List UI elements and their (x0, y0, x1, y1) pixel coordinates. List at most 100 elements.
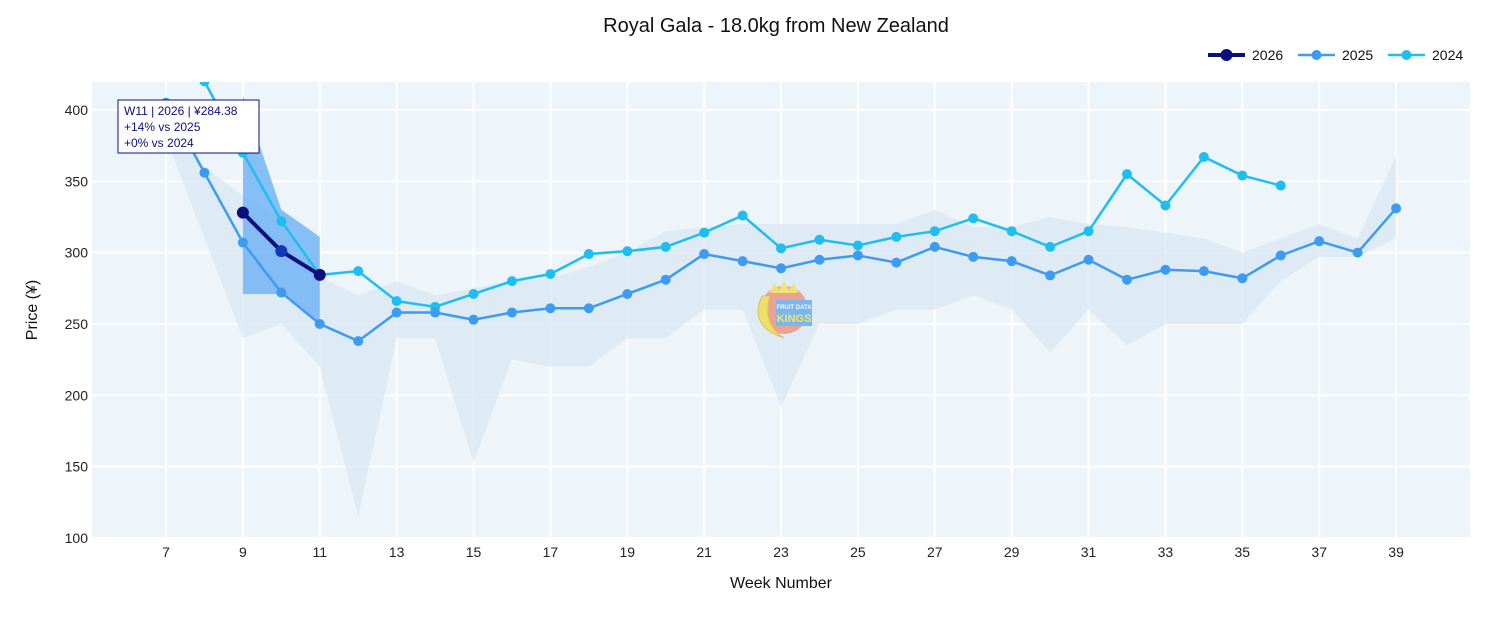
y-tick-label: 300 (65, 245, 89, 261)
data-point-2024 (776, 243, 787, 254)
data-point-2025 (430, 307, 441, 318)
data-point-2024 (968, 213, 979, 224)
legend-label-2026: 2026 (1252, 47, 1283, 63)
tooltip-line-1: W11 | 2026 | ¥284.38 (124, 104, 238, 118)
data-point-2026 (236, 206, 249, 219)
data-point-2025 (1006, 256, 1017, 267)
x-tick-label: 7 (162, 544, 170, 560)
data-point-2025 (1352, 247, 1363, 258)
data-point-2024 (1006, 226, 1017, 237)
tooltip-line-2: +14% vs 2025 (124, 120, 201, 134)
x-tick-label: 29 (1004, 544, 1020, 560)
data-point-2024 (468, 288, 479, 299)
data-point-2025 (660, 274, 671, 285)
data-point-2024 (814, 234, 825, 245)
y-tick-label: 350 (65, 173, 89, 189)
data-point-2025 (1198, 266, 1209, 277)
data-point-2024 (622, 246, 633, 257)
x-axis-label: Week Number (730, 575, 833, 592)
data-point-2024 (852, 240, 863, 251)
svg-text:KINGS: KINGS (777, 313, 812, 325)
data-point-2024 (1275, 180, 1286, 191)
data-point-2025 (391, 307, 402, 318)
data-point-2025 (737, 256, 748, 267)
data-point-2025 (891, 257, 902, 268)
data-point-2025 (852, 250, 863, 261)
data-point-2024 (199, 82, 210, 87)
chart-title: Royal Gala - 18.0kg from New Zealand (603, 15, 949, 37)
data-point-2025 (1237, 273, 1248, 284)
data-point-2025 (199, 167, 210, 178)
data-point-2025 (699, 249, 710, 260)
legend: 2026 2025 2024 (1208, 47, 1463, 63)
data-point-2025 (622, 288, 633, 299)
data-point-2024 (1160, 200, 1171, 211)
x-tick-label: 19 (619, 544, 635, 560)
data-point-2025 (776, 263, 787, 274)
legend-label-2024: 2024 (1432, 47, 1463, 63)
x-tick-label: 21 (696, 544, 712, 560)
data-point-2024 (1237, 170, 1248, 181)
series-lines (161, 48, 1402, 347)
data-point-2024 (699, 227, 710, 238)
hover-tooltip: W11 | 2026 | ¥284.38 +14% vs 2025 +0% vs… (117, 99, 260, 154)
y-tick-label: 150 (65, 459, 89, 475)
data-point-2024 (161, 48, 171, 58)
data-point-2025 (1275, 250, 1286, 261)
data-point-2025 (314, 318, 325, 329)
y-axis-ticks: 100 150 200 250 300 350 400 (65, 102, 89, 546)
data-point-2024 (660, 241, 671, 252)
data-point-2025 (1391, 203, 1402, 214)
legend-marker-2025 (1311, 50, 1322, 60)
data-point-2024 (276, 216, 287, 227)
data-point-2025 (814, 254, 825, 265)
data-point-2025 (1160, 264, 1171, 275)
y-tick-label: 200 (65, 387, 89, 403)
data-point-2024 (583, 249, 594, 260)
y-tick-label: 400 (65, 102, 89, 118)
x-tick-label: 11 (312, 544, 327, 560)
data-point-2024 (353, 266, 364, 277)
x-tick-label: 35 (1235, 544, 1251, 560)
data-point-2025 (468, 314, 479, 325)
data-point-2025 (1083, 254, 1094, 265)
series-2025 (161, 97, 1402, 347)
data-point-2025 (506, 307, 517, 318)
data-point-2025 (1122, 274, 1132, 285)
y-tick-label: 250 (65, 316, 89, 332)
data-point-2026 (313, 268, 326, 281)
data-point-2024 (1198, 151, 1209, 162)
data-point-2024 (391, 296, 402, 307)
data-point-2025 (1045, 270, 1056, 281)
x-tick-label: 9 (239, 544, 247, 560)
data-point-2024 (1045, 241, 1056, 252)
data-point-2025 (276, 287, 287, 298)
x-tick-label: 33 (1158, 544, 1174, 560)
data-point-2024 (929, 226, 940, 237)
svg-text:FRUIT DATA: FRUIT DATA (776, 305, 812, 311)
data-point-2024 (737, 210, 748, 221)
y-tick-label: 100 (65, 530, 89, 546)
legend-marker-2026 (1220, 49, 1233, 61)
x-tick-label: 17 (543, 544, 559, 560)
x-axis-ticks: 7 9 11 13 15 17 19 21 23 25 27 29 31 33 35 37 39 (162, 544, 1404, 560)
data-point-2024 (506, 276, 517, 287)
data-point-2026 (275, 245, 288, 258)
data-point-2025 (237, 237, 248, 248)
y-axis-label: Price (¥) (24, 280, 41, 340)
data-point-2024 (545, 269, 556, 280)
x-tick-label: 37 (1311, 544, 1327, 560)
fruit-data-kings-logo: FRUIT DATA KINGS (757, 281, 812, 339)
data-point-2025 (583, 303, 594, 314)
series-2024 (161, 48, 1286, 312)
data-point-2024 (891, 231, 902, 242)
data-point-2024 (1122, 169, 1132, 180)
data-point-2025 (1314, 236, 1325, 247)
data-point-2025 (968, 251, 979, 262)
data-point-2025 (545, 303, 556, 314)
x-tick-label: 23 (773, 544, 789, 560)
x-tick-label: 15 (466, 544, 482, 560)
x-tick-label: 31 (1081, 544, 1097, 560)
data-point-2025 (929, 241, 940, 252)
